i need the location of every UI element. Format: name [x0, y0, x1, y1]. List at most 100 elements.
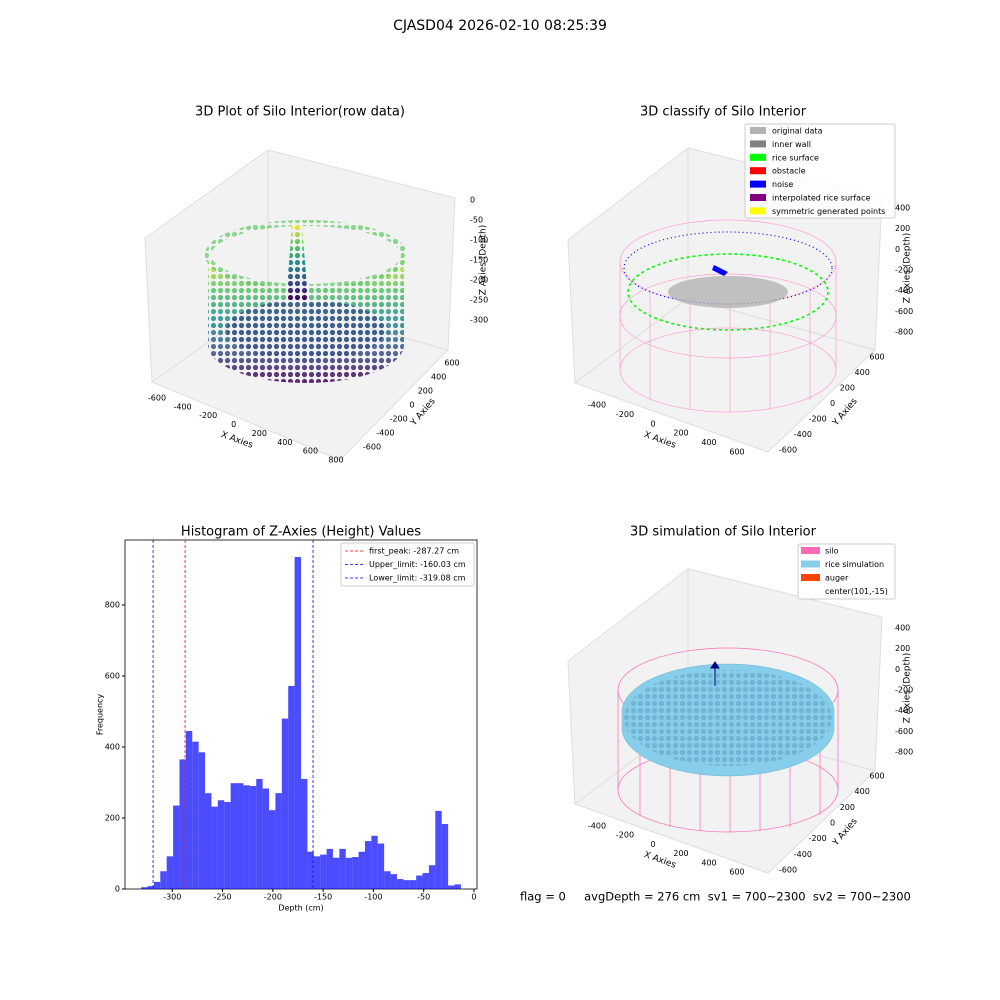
y-tick-label: -400 [376, 429, 394, 438]
bar [198, 752, 206, 889]
z-tick-label: -100 [470, 236, 488, 245]
x-tick-label: 0 [650, 840, 655, 849]
chart-title: 3D Plot of Silo Interior(row data) [195, 105, 405, 120]
x-tick-label: -400 [588, 822, 606, 831]
bar [224, 802, 231, 889]
bar [147, 886, 154, 889]
bar [269, 810, 276, 889]
legend-label: auger [825, 574, 849, 583]
z-tick-label: 0 [895, 245, 900, 254]
bar [185, 731, 193, 889]
legend-label: silo [825, 547, 839, 556]
x-tick-label: 800 [328, 456, 343, 465]
bar [230, 783, 238, 889]
bar [320, 854, 327, 889]
legend-label: center(101,-15) [825, 587, 888, 596]
y-tick-label: -400 [794, 430, 812, 439]
axes-3d [567, 146, 883, 453]
y-tick-label: 0 [830, 399, 835, 408]
bar [409, 880, 417, 889]
bar [243, 785, 250, 889]
bar [211, 806, 218, 889]
y-tick-label: 600 [105, 671, 120, 680]
bar [141, 887, 148, 889]
legend-swatch [801, 547, 820, 554]
bar [358, 851, 365, 889]
bar [160, 871, 167, 889]
z-tick-label: -400 [895, 706, 913, 715]
legend-label: noise [772, 180, 793, 189]
z-tick-label: -200 [895, 266, 913, 275]
y-tick-label: 800 [105, 600, 120, 609]
x-tick-label: 200 [673, 849, 688, 858]
legend-label: rice simulation [825, 560, 884, 569]
legend-label: first_peak: -287.27 cm [369, 547, 459, 556]
x-tick-label: -200 [264, 893, 282, 902]
legend-label: Upper_limit: -160.03 cm [369, 560, 466, 569]
bar [262, 788, 270, 889]
bar [153, 881, 161, 889]
legend-label: obstacle [772, 167, 806, 176]
y-tick-label: 200 [840, 803, 855, 812]
z-tick-label: 400 [895, 204, 910, 213]
y-tick-label: 0 [409, 401, 414, 410]
y-tick-label: -600 [779, 446, 797, 455]
x-tick-label: -400 [588, 401, 606, 410]
bar [173, 805, 180, 889]
status-text: flag = 0 avgDepth = 276 cm sv1 = 700~230… [520, 890, 911, 904]
x-tick-label: -400 [173, 402, 191, 411]
chart-title: Histogram of Z-Axies (Height) Values [181, 525, 421, 540]
y-tick-label: -200 [390, 415, 408, 424]
legend-label: original data [772, 127, 823, 136]
x-tick-label: 400 [701, 438, 716, 447]
y-tick-label: 600 [869, 772, 884, 781]
bar [179, 759, 186, 889]
y-tick-label: 0 [115, 885, 120, 894]
legend-label: interpolated rice surface [772, 194, 870, 203]
legend-box [744, 123, 896, 219]
y-tick-label: -600 [779, 866, 797, 875]
bar [256, 778, 263, 889]
bar [192, 741, 199, 889]
bar [403, 880, 410, 889]
bar [205, 793, 212, 889]
legend-label: inner wall [772, 140, 811, 149]
z-tick-label: -50 [470, 216, 483, 225]
y-tick-label: 200 [418, 387, 433, 396]
x-tick-label: 200 [252, 429, 267, 438]
bar [345, 857, 353, 889]
x-tick-label: 600 [729, 448, 744, 457]
z-axis-label: Z Axies (Depth) [479, 225, 489, 296]
z-tick-label: 200 [895, 224, 910, 233]
bar [288, 685, 295, 889]
y-tick-label: 200 [840, 384, 855, 393]
legend-swatch [750, 167, 766, 175]
x-tick-label: 600 [729, 868, 744, 877]
axes-3d [144, 149, 456, 461]
x-tick-label: -100 [364, 893, 382, 902]
y-tick-label: 0 [830, 819, 835, 828]
legend-swatch [801, 560, 820, 568]
x-tick-label: 200 [673, 429, 688, 438]
bar [454, 884, 461, 889]
x-tick-label: -200 [616, 410, 634, 419]
y-tick-label: 400 [105, 742, 120, 751]
y-tick-label: 400 [855, 787, 870, 796]
bar [166, 856, 174, 889]
bar [326, 848, 333, 889]
legend-label: symmetric generated points [772, 207, 885, 216]
bar [275, 793, 282, 889]
x-tick-label: -50 [417, 893, 430, 902]
x-tick-label: -600 [148, 394, 166, 403]
bar [384, 871, 391, 889]
bar [217, 800, 225, 889]
z-tick-label: -800 [895, 328, 913, 337]
y-tick-label: -200 [809, 834, 827, 843]
z-tick-label: -250 [470, 296, 488, 305]
y-tick-label: -200 [809, 415, 827, 424]
y-tick-label: -400 [794, 850, 812, 859]
legend-swatch [750, 140, 766, 148]
bar [371, 835, 378, 889]
z-tick-label: -600 [895, 727, 913, 736]
